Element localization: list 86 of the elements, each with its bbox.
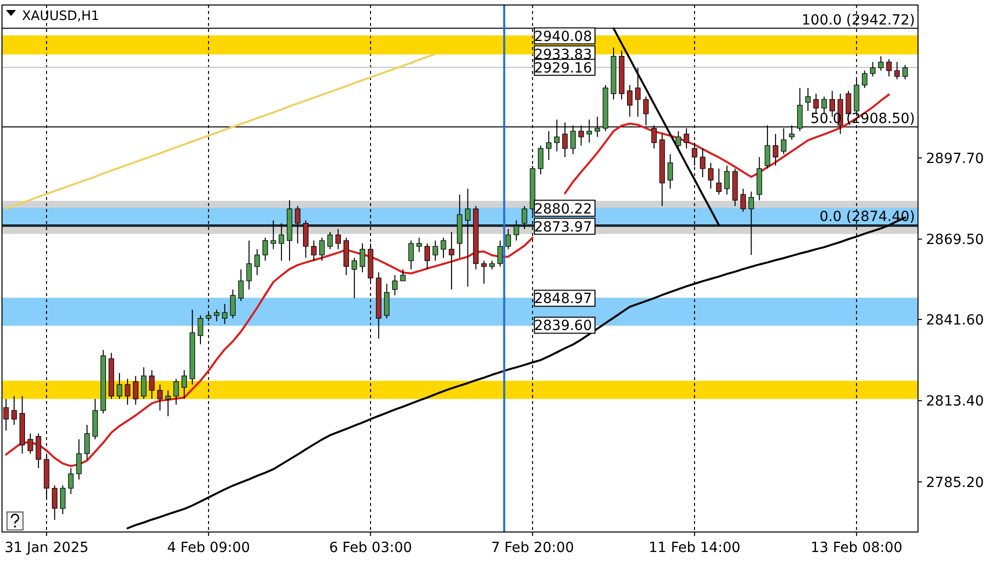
x-tick-label: 6 Feb 03:00 [329,540,412,556]
candlestick [497,240,503,267]
candlestick [481,260,487,284]
candlestick [676,130,682,149]
candlestick [157,384,163,411]
candlestick [28,433,34,454]
candlestick [740,188,746,212]
candlestick [772,134,778,166]
candlestick [448,231,454,290]
candlestick [902,64,908,80]
candlestick [84,424,90,460]
candlestick [76,438,82,480]
candlestick [352,257,358,299]
candlestick [132,375,138,406]
line-series [5,52,436,210]
candlestick [805,87,811,112]
candlestick [124,378,130,406]
candlestick [222,303,228,325]
candlestick [335,228,341,250]
candlestick [416,237,422,253]
x-tick-label: 7 Feb 20:00 [491,540,574,556]
x-tick-label: 31 Jan 2025 [4,540,89,556]
candlestick [262,237,268,262]
candlestick [400,268,406,282]
x-tick-label: 4 Feb 09:00 [167,540,250,556]
chart-title: XAUUSD,H1 [22,9,100,24]
candlestick [246,240,252,290]
candlestick [546,130,552,160]
candlestick [319,237,325,262]
candlestick [668,154,673,190]
candlestick [173,378,179,406]
candlestick [627,84,632,118]
candlestick [198,314,204,345]
candlestick [68,468,74,494]
ref-line-label: 2929.16 [534,60,592,76]
candlestick [182,370,187,400]
candlestick [52,484,58,520]
x-tick-label: 13 Feb 08:00 [810,540,902,556]
candlestick [60,484,66,515]
ref-line-label: 2873.97 [534,219,592,236]
candlestick [424,242,430,270]
ref-line-label: 2880.22 [534,201,592,218]
annotation: 100.0 (2942.72) [802,12,915,28]
x-tick-label: 11 Feb 14:00 [648,540,740,556]
candlestick [878,56,884,72]
candlestick [708,162,714,190]
candlestick [716,168,722,195]
candlestick [36,433,42,469]
candlestick [432,240,438,262]
candlestick [862,70,868,88]
candlestick [440,237,446,258]
candlestick [254,248,260,276]
candlestick [392,274,398,296]
candlestick [165,390,171,417]
candlestick [700,148,706,178]
ref-line-label: 2940.08 [534,28,592,45]
candlestick [141,366,146,400]
candlestick [230,289,236,319]
candlestick [635,67,641,118]
ref-line-label: 2848.97 [534,291,592,308]
candlestick [116,372,122,400]
candlestick [11,396,17,426]
candlestick [360,242,366,273]
candlestick [408,240,414,270]
candlestick [506,228,511,250]
candlestick [886,58,892,77]
y-tick-label: 2841.60 [926,312,984,328]
y-tick-label: 2897.70 [926,150,984,167]
annotation: 0.0 (2874.40) [819,209,915,226]
candlestick [894,62,900,80]
y-tick-label: 2813.40 [926,394,984,410]
candlestick [311,240,317,262]
y-tick-label: 2869.50 [926,232,984,248]
candlestick [214,309,220,322]
candlestick [149,370,155,400]
candlestick [724,165,730,195]
y-tick-label: 2785.20 [926,474,984,491]
candlestick [870,62,876,77]
candlestick [813,93,819,114]
ref-line-label: 2839.60 [534,318,592,334]
candlestick [327,231,333,250]
candlestick [821,96,827,114]
ref-line-label: 2933.83 [534,46,592,63]
candlestick [238,268,244,302]
candlestick [538,145,544,175]
candlestick [384,283,390,319]
